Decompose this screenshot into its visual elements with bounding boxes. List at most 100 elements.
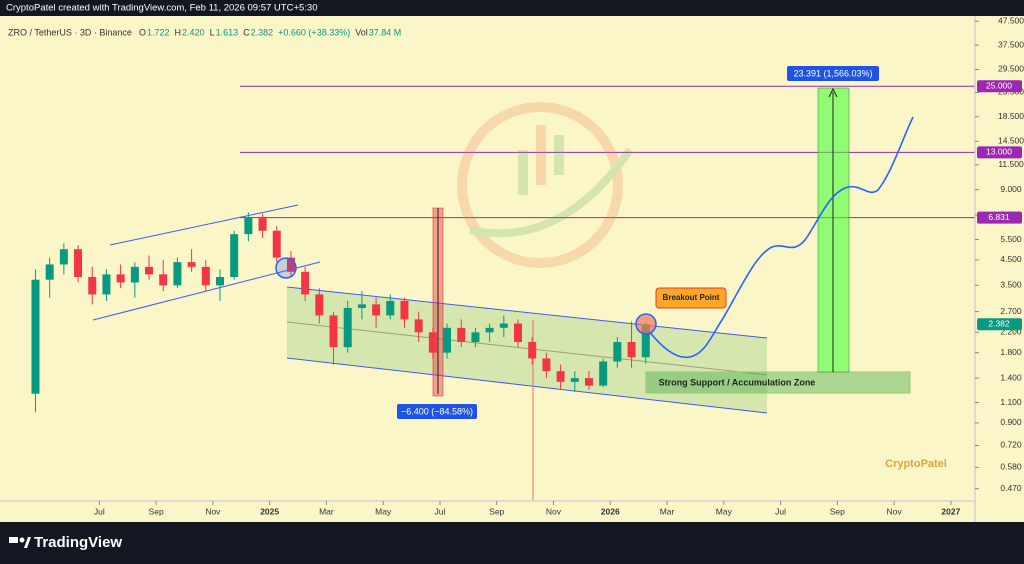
candle-body — [88, 276, 97, 295]
attribution: CryptoPatel created with TradingView.com… — [6, 3, 317, 14]
candle-body — [116, 274, 125, 283]
candle-body — [286, 257, 295, 272]
last-price-box — [977, 318, 1022, 331]
breakout-label-box — [655, 287, 727, 309]
y-tick-label: 2.200 — [1000, 327, 1022, 337]
x-tick-label: Nov — [546, 506, 562, 516]
candle-body — [315, 294, 324, 316]
breakdown-circle — [275, 257, 297, 279]
y-tick-label: 29.500 — [998, 64, 1024, 74]
level-label-box — [977, 211, 1022, 224]
channel-top — [286, 286, 768, 339]
breakout-label: Breakout Point — [663, 293, 720, 302]
candle-body — [187, 262, 196, 267]
candle-body — [372, 304, 381, 316]
candle-body — [570, 378, 579, 382]
candle-body — [130, 266, 139, 283]
x-tick-label: Nov — [887, 506, 903, 516]
x-tick-label: Mar — [660, 506, 675, 516]
x-tick-label: Sep — [149, 506, 164, 516]
x-tick-label: Nov — [205, 506, 221, 516]
candle-body — [528, 342, 537, 359]
candle-body — [74, 249, 83, 277]
projection-path — [647, 116, 914, 359]
y-tick-label: 37.500 — [998, 39, 1024, 49]
candle-body — [258, 218, 267, 231]
candle-body — [244, 218, 253, 235]
x-tick-label: Mar — [319, 506, 334, 516]
level-label-box — [977, 146, 1022, 159]
chart-background — [0, 16, 1024, 522]
axes: 47.50037.50029.50023.50018.50014.50011.5… — [94, 15, 1024, 516]
candle-body — [627, 342, 636, 358]
candle-body — [499, 323, 508, 328]
candle-body — [272, 230, 281, 258]
y-tick-label: 18.500 — [998, 111, 1024, 121]
candle-body — [45, 264, 54, 280]
y-tick-label: 0.720 — [1000, 440, 1022, 450]
legend-value: 1.722 — [147, 27, 170, 37]
x-tick-label: 2025 — [260, 506, 279, 516]
candle-body — [201, 266, 210, 286]
legend-key: C — [243, 27, 250, 37]
candle-body — [102, 274, 111, 295]
x-tick-label: Sep — [489, 506, 504, 516]
legend-value: 2.420 — [182, 27, 205, 37]
grid — [240, 85, 975, 219]
candle-body — [31, 279, 40, 394]
watermark-text: CryptoPatel — [885, 458, 947, 470]
candle-body — [599, 361, 608, 386]
y-tick-label: 4.500 — [1000, 254, 1022, 264]
candle-body — [443, 327, 452, 353]
candle-body — [386, 300, 395, 316]
y-tick-label: 0.470 — [1000, 483, 1022, 493]
watermark-logo — [457, 102, 634, 268]
up-channel-bottom — [92, 261, 321, 321]
level-label: 13.000 — [986, 147, 1012, 157]
x-tick-label: Sep — [830, 506, 845, 516]
y-tick-label: 3.500 — [1000, 280, 1022, 290]
legend: O 1.722 H 2.420 L 1.613 C 2.382 +0.660 (+38.33%)… — [139, 27, 401, 37]
footer-logo — [9, 537, 31, 548]
y-tick-label: 47.500 — [998, 15, 1024, 25]
y-tick-label: 1.800 — [1000, 347, 1022, 357]
candle-body — [428, 332, 437, 353]
channel-bottom — [286, 357, 768, 414]
y-tick-label: 11.500 — [998, 159, 1024, 169]
candle-body — [457, 327, 466, 342]
legend-value: 2.382 — [251, 27, 274, 37]
channel-mid — [286, 321, 768, 376]
level-label: 6.831 — [988, 212, 1010, 222]
up-channel-top — [109, 204, 299, 246]
plot — [31, 212, 650, 413]
candle-body — [173, 262, 182, 286]
candle-body — [556, 371, 565, 382]
candle-body — [414, 319, 423, 333]
y-tick-label: 1.400 — [1000, 372, 1022, 382]
x-tick-label: 2026 — [601, 506, 620, 516]
y-tick-label: 1.100 — [1000, 397, 1022, 407]
y-tick-label: 2.700 — [1000, 306, 1022, 316]
candle-body — [357, 304, 366, 308]
drawdown-label-box — [397, 404, 477, 419]
level-label: 25.000 — [986, 80, 1012, 90]
candle-body — [301, 271, 310, 295]
x-tick-label: May — [716, 506, 733, 516]
footer-brand: TradingView — [34, 534, 122, 551]
candle-body — [343, 307, 352, 348]
candle-body — [159, 274, 168, 286]
x-tick-label: Jul — [435, 506, 446, 516]
legend-key: O — [139, 27, 146, 37]
last-price-label: 2.382 — [988, 319, 1010, 329]
breakout-circle — [635, 313, 657, 335]
y-tick-label: 0.900 — [1000, 417, 1022, 427]
support-label: Strong Support / Accumulation Zone — [659, 377, 816, 387]
candle-body — [471, 332, 480, 342]
x-tick-label: May — [375, 506, 392, 516]
support-zone — [645, 371, 911, 394]
candle-body — [230, 234, 239, 277]
candle-body — [400, 300, 409, 320]
legend-value: 1.613 — [216, 27, 239, 37]
candle-body — [514, 323, 523, 342]
